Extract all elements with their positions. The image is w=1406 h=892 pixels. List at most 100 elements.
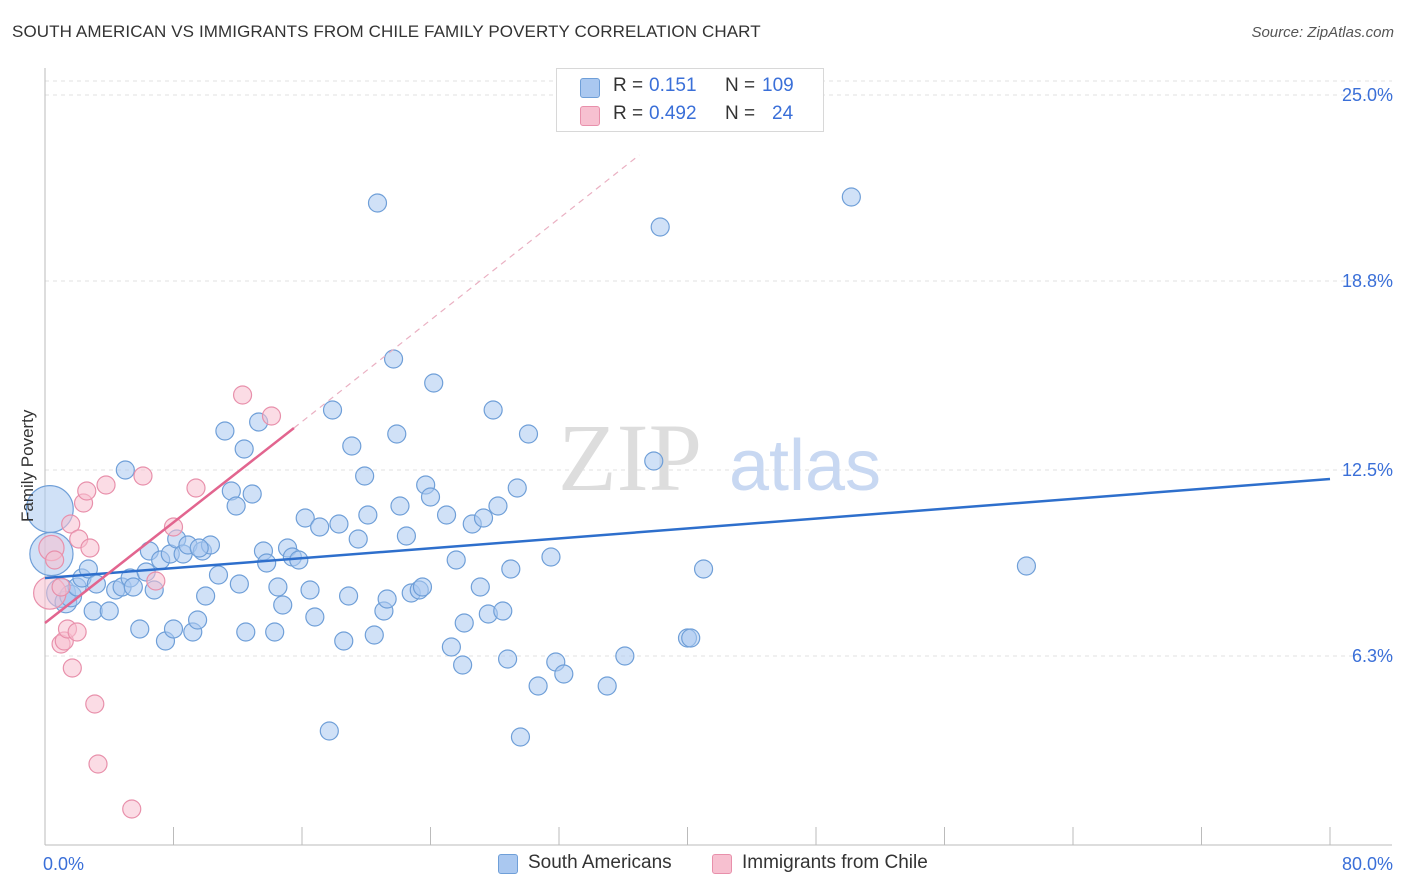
point-immigrants-from-chile <box>85 694 105 714</box>
point-south-americans <box>348 529 368 549</box>
point-south-americans <box>390 496 410 516</box>
trend-lines <box>44 154 1331 624</box>
legend-row-south-americans: R = 0.151 N = 109 <box>557 72 823 102</box>
correlation-legend: R = 0.151 N = 109 R = 0.492 N = 24 <box>556 68 824 132</box>
legend-swatch-blue <box>580 78 600 98</box>
point-immigrants-from-chile <box>62 658 82 678</box>
point-south-americans <box>115 460 135 480</box>
point-immigrants-from-chile <box>232 385 253 405</box>
point-south-americans <box>265 622 285 642</box>
point-south-americans <box>420 487 441 507</box>
point-south-americans <box>441 637 461 657</box>
point-south-americans <box>257 553 277 573</box>
point-south-americans <box>470 577 490 597</box>
point-south-americans <box>300 580 320 600</box>
point-south-americans <box>229 574 249 594</box>
point-immigrants-from-chile <box>45 550 65 570</box>
point-south-americans <box>841 187 861 207</box>
point-south-americans <box>541 547 561 567</box>
grid-lines <box>45 80 1392 657</box>
point-south-americans <box>268 577 288 597</box>
point-immigrants-from-chile <box>122 799 142 819</box>
point-south-americans <box>650 217 670 237</box>
legend-swatch-pink <box>580 106 600 126</box>
y-tick-label: 6.3% <box>1352 646 1393 666</box>
point-south-americans <box>322 400 343 420</box>
point-south-americans <box>507 478 527 498</box>
chart-title: SOUTH AMERICAN VS IMMIGRANTS FROM CHILE … <box>12 22 761 41</box>
point-south-americans <box>295 508 315 528</box>
point-south-americans <box>189 538 209 558</box>
point-south-americans <box>377 589 397 609</box>
point-south-americans <box>364 625 384 645</box>
series-immigrants-from-chile <box>33 385 282 819</box>
point-south-americans <box>483 400 503 420</box>
point-south-americans <box>196 586 216 606</box>
point-immigrants-from-chile <box>80 538 100 558</box>
point-south-americans <box>234 439 254 459</box>
point-immigrants-from-chile <box>88 754 108 774</box>
point-south-americans <box>446 550 466 570</box>
bottom-legend-label: South Americans <box>528 852 672 873</box>
trend-line-south-americans <box>44 477 1331 580</box>
y-tick-label: 12.5% <box>1342 460 1393 480</box>
point-south-americans <box>454 613 474 633</box>
point-south-americans <box>518 424 539 444</box>
series-south-americans <box>25 187 1037 747</box>
point-south-americans <box>342 436 362 456</box>
legend-r-label: R = <box>613 103 644 124</box>
watermark-atlas: atlas <box>729 426 881 506</box>
point-south-americans <box>163 619 184 639</box>
point-immigrants-from-chile <box>96 475 116 495</box>
point-immigrants-from-chile <box>146 571 166 591</box>
watermark: ZIP atlas <box>558 404 881 511</box>
point-south-americans <box>501 559 521 579</box>
point-south-americans <box>510 727 531 747</box>
y-tick-label: 18.8% <box>1342 271 1393 291</box>
legend-r-value: 0.492 <box>649 103 697 124</box>
point-south-americans <box>305 607 325 627</box>
point-south-americans <box>367 193 388 213</box>
y-tick-label: 25.0% <box>1342 85 1393 105</box>
point-immigrants-from-chile <box>163 517 184 537</box>
bottom-legend-swatch-pink <box>712 854 732 874</box>
point-south-americans <box>355 466 375 486</box>
point-immigrants-from-chile <box>61 514 81 534</box>
point-south-americans <box>473 508 494 528</box>
bottom-legend-swatch-blue <box>498 854 518 874</box>
point-south-americans <box>358 505 378 525</box>
point-south-americans <box>215 421 235 441</box>
point-south-americans <box>273 595 293 615</box>
point-immigrants-from-chile <box>261 406 282 426</box>
point-south-americans <box>693 559 714 579</box>
point-south-americans <box>644 451 664 471</box>
point-south-americans <box>436 505 457 525</box>
point-south-americans <box>242 484 262 504</box>
point-south-americans <box>412 577 433 597</box>
legend-r-value: 0.151 <box>649 75 697 96</box>
point-south-americans <box>383 349 404 369</box>
point-south-americans <box>329 514 349 534</box>
tick-labels: 6.3% 12.5% 18.8% 25.0% 0.0% 80.0% <box>43 85 1393 874</box>
point-south-americans <box>334 631 354 651</box>
point-south-americans <box>554 664 574 684</box>
point-south-americans <box>130 619 150 639</box>
trend-line-extension-immigrants-from-chile <box>293 154 640 429</box>
legend-n-value: 109 <box>762 75 794 96</box>
point-south-americans <box>208 565 229 585</box>
point-south-americans <box>187 610 208 630</box>
point-south-americans <box>1016 556 1037 576</box>
source-label: Source: ZipAtlas.com <box>1251 24 1394 41</box>
trend-line-immigrants-from-chile <box>44 427 295 624</box>
legend-n-label: N = <box>725 75 756 96</box>
point-immigrants-from-chile <box>186 478 206 498</box>
point-south-americans <box>396 526 417 546</box>
legend-row-immigrants-from-chile: R = 0.492 N = 24 <box>557 100 823 130</box>
point-south-americans <box>493 601 513 621</box>
point-immigrants-from-chile <box>133 466 153 486</box>
legend-n-label: N = <box>725 103 756 124</box>
point-south-americans <box>338 586 359 606</box>
point-south-americans <box>488 496 508 516</box>
legend-n-value: 24 <box>772 103 794 124</box>
